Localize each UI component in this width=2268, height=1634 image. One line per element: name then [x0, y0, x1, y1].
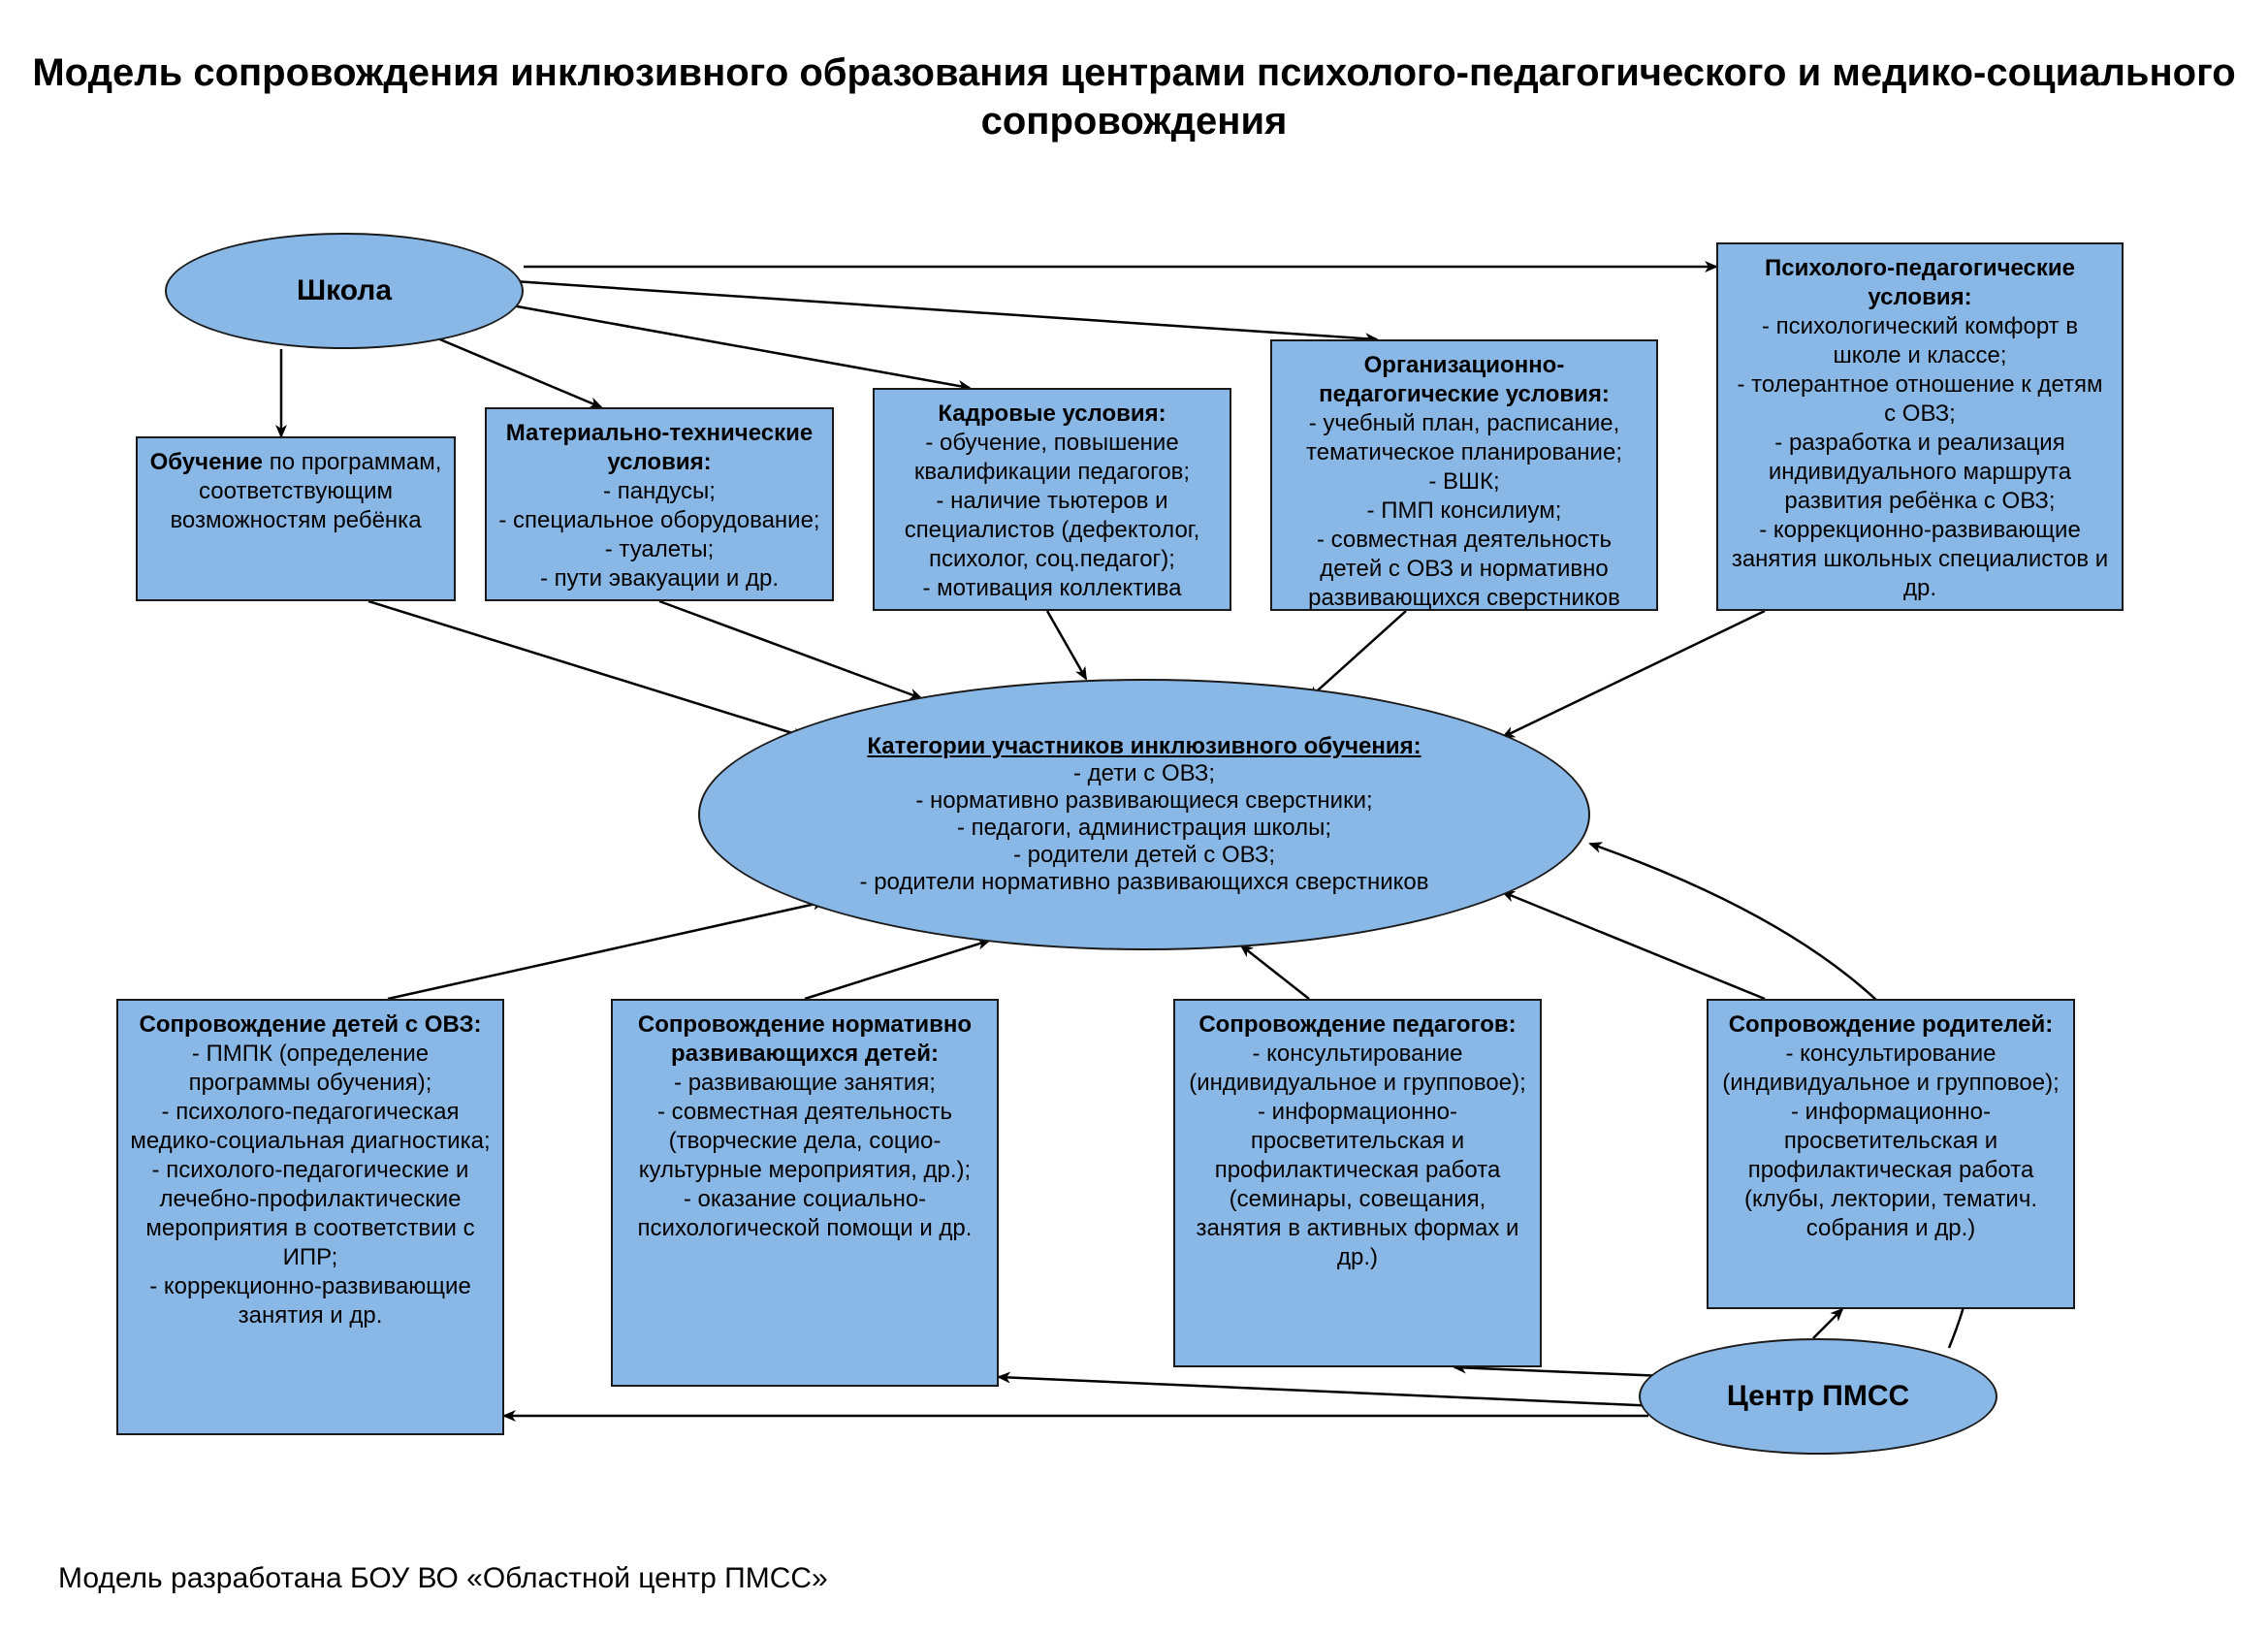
- edge-c1-center: [388, 902, 824, 999]
- node-head: Сопровождение педагогов:: [1187, 1010, 1528, 1040]
- node-body: - консультирование (индивидуальное и гру…: [1187, 1040, 1528, 1272]
- node-body: - пандусы; - специальное оборудование; -…: [498, 477, 820, 593]
- edge-c4-center: [1503, 892, 1765, 999]
- edge-pmss-c4: [1813, 1309, 1842, 1338]
- node-b1: Обучение по программам, соответствующим …: [136, 436, 456, 601]
- node-label: Центр ПМСС: [1727, 1380, 1909, 1413]
- node-head: Психолого-педагогические условия:: [1730, 254, 2110, 312]
- node-body: - учебный план, расписание, тематическое…: [1284, 409, 1645, 613]
- node-head: Категории участников инклюзивного обучен…: [867, 733, 1421, 760]
- node-b4: Организационно-педагогические условия:- …: [1270, 339, 1658, 611]
- node-pmss: Центр ПМСС: [1639, 1338, 1997, 1455]
- node-body: - обучение, повышение квалификации педаг…: [886, 429, 1218, 603]
- edge-c3-center: [1241, 945, 1309, 999]
- node-c3: Сопровождение педагогов:- консультирован…: [1173, 999, 1542, 1367]
- node-body: - развивающие занятия; - совместная деят…: [624, 1069, 985, 1243]
- edge-school-b2: [417, 330, 601, 407]
- node-head: Сопровождение детей с ОВЗ:: [130, 1010, 491, 1040]
- edge-school-b3: [485, 301, 970, 388]
- edge-b2-center: [659, 601, 921, 698]
- node-b2: Материально-технические условия:- пандус…: [485, 407, 834, 601]
- node-c1: Сопровождение детей с ОВЗ:- ПМПК (опреде…: [116, 999, 504, 1435]
- node-body: - консультирование (индивидуальное и гру…: [1720, 1040, 2061, 1243]
- node-head: Сопровождение нормативно развивающихся д…: [624, 1010, 985, 1069]
- edge-b4-center: [1309, 611, 1406, 698]
- node-c2: Сопровождение нормативно развивающихся д…: [611, 999, 999, 1387]
- diagram-footer: Модель разработана БОУ ВО «Областной цен…: [58, 1562, 828, 1595]
- node-text: Обучение по программам, соответствующим …: [149, 448, 442, 535]
- node-body: - ПМПК (определение программы обучения);…: [130, 1040, 491, 1330]
- node-school: Школа: [165, 233, 524, 349]
- edge-pmss-c2: [999, 1377, 1658, 1406]
- node-head: Сопровождение родителей:: [1720, 1010, 2061, 1040]
- edge-c2-center: [805, 941, 989, 999]
- diagram-title: Модель сопровождения инклюзивного образо…: [0, 48, 2268, 145]
- node-b3: Кадровые условия:- обучение, повышение к…: [873, 388, 1231, 611]
- edge-b1-center: [368, 601, 805, 737]
- node-head: Организационно-педагогические условия:: [1284, 351, 1645, 409]
- node-c4: Сопровождение родителей:- консультирован…: [1707, 999, 2075, 1309]
- node-label: Школа: [297, 274, 392, 307]
- node-head: Кадровые условия:: [886, 400, 1218, 429]
- node-b5: Психолого-педагогические условия:- психо…: [1716, 242, 2124, 611]
- diagram-canvas: Модель сопровождения инклюзивного образо…: [0, 0, 2268, 1634]
- node-center: Категории участников инклюзивного обучен…: [698, 679, 1590, 950]
- node-head: Материально-технические условия:: [498, 419, 820, 477]
- edge-b3-center: [1047, 611, 1086, 679]
- node-body: - психологический комфорт в школе и клас…: [1730, 312, 2110, 603]
- node-body: - дети с ОВЗ; - нормативно развивающиеся…: [860, 760, 1429, 896]
- edge-school-b4: [514, 281, 1377, 339]
- edge-b5-center: [1503, 611, 1765, 737]
